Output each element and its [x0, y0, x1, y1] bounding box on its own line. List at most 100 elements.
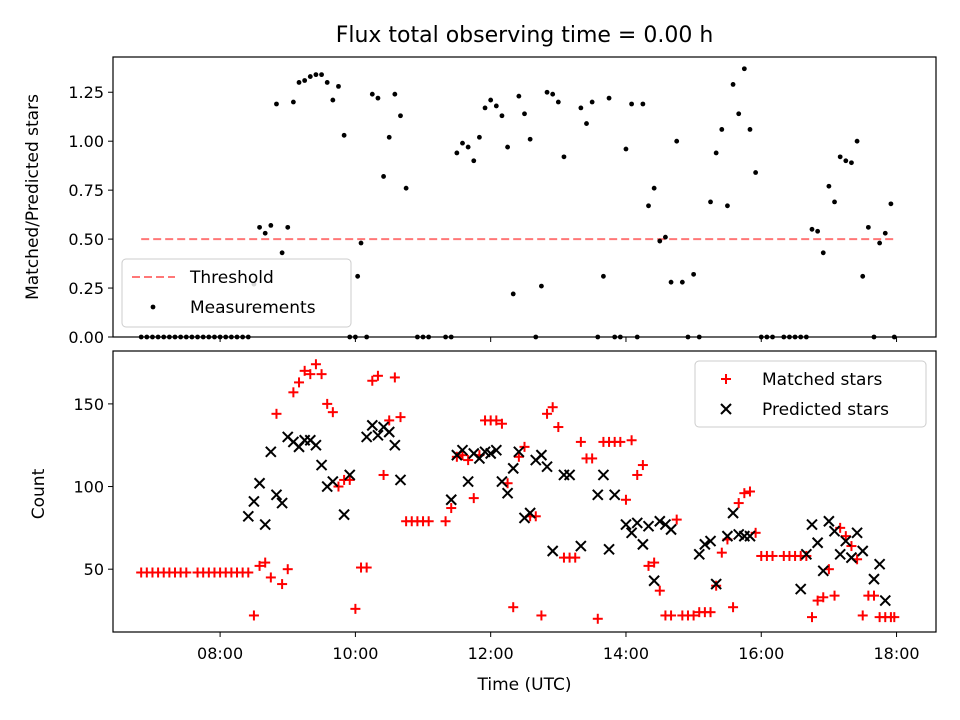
predicted-star-point: [315, 459, 328, 471]
predicted-star-point: [823, 515, 835, 527]
predicted-star-point: [795, 583, 807, 595]
measurement-point: [753, 170, 759, 175]
measurement-point: [403, 185, 409, 191]
predicted-star-point: [265, 446, 277, 458]
matched-star-point: [457, 450, 468, 461]
matched-star-point: [829, 590, 840, 601]
measurement-point: [262, 230, 268, 236]
measurement-point: [460, 140, 465, 146]
predicted-star-point: [360, 431, 373, 443]
matched-star-point: [592, 613, 603, 624]
measurement-point: [589, 99, 595, 105]
predicted-star-point: [535, 449, 548, 461]
matched-star-point: [620, 494, 631, 505]
measurement-point: [747, 127, 753, 132]
x-tick-label: 08:00: [197, 644, 243, 663]
predicted-star-point: [845, 551, 858, 564]
predicted-star-point: [727, 507, 739, 519]
matched-star-point: [716, 547, 727, 558]
measurement-point: [465, 144, 471, 150]
measurement-point: [522, 111, 527, 117]
measurement-point: [719, 127, 725, 132]
matched-star-point: [181, 567, 192, 578]
predicted-star-point: [563, 469, 576, 481]
matched-star-point: [728, 602, 739, 613]
matched-star-point: [654, 585, 665, 596]
measurement-point: [290, 99, 296, 105]
predicted-star-point: [625, 527, 638, 539]
measurement-point: [268, 222, 274, 228]
measurement-point: [832, 199, 837, 205]
x-tick-label: 10:00: [332, 644, 378, 663]
matched-star-point: [812, 595, 823, 606]
bottom-axis-ticks: 50 100 150 08:00 10:00 12:00 14:00 16:00 18:00: [73, 395, 919, 663]
measurement-point: [601, 273, 606, 279]
legend-measurements-label: Measurements: [190, 298, 316, 318]
measurement-point: [516, 93, 522, 99]
top-legend: Threshold Measurements: [121, 258, 352, 328]
legend-threshold-label: Threshold: [189, 268, 274, 288]
top-plot-frame: [112, 56, 937, 338]
matched-star-point: [423, 516, 434, 527]
matched-star-point: [643, 560, 654, 571]
predicted-stars-layer: [242, 419, 891, 607]
matched-star-point: [536, 610, 547, 621]
measurement-point: [578, 105, 584, 111]
measurement-point: [257, 224, 262, 230]
predicted-star-point: [524, 507, 536, 519]
matched-star-point: [733, 498, 744, 509]
measurement-point: [882, 230, 888, 236]
x-tick-label: 12:00: [468, 644, 514, 663]
matched-star-point: [446, 503, 457, 514]
predicted-star-point: [462, 475, 474, 488]
predicted-star-point: [496, 475, 508, 488]
matched-star-point: [248, 610, 259, 621]
measurement-point: [313, 72, 319, 78]
predicted-star-point: [857, 545, 869, 557]
measurement-point: [629, 101, 635, 107]
x-tick-label: 16:00: [738, 644, 784, 663]
predicted-star-point: [817, 565, 829, 577]
predicted-star-point: [575, 540, 587, 552]
matched-star-point: [632, 469, 643, 480]
legend-predicted-label: Predicted stars: [762, 400, 889, 420]
predicted-star-point: [608, 489, 621, 501]
matched-star-point: [688, 610, 699, 621]
matched-star-point: [440, 516, 451, 527]
x-tick-label: 18:00: [873, 644, 919, 663]
measurement-point: [510, 291, 516, 297]
predicted-star-point: [507, 462, 519, 475]
matched-star-point: [846, 541, 857, 552]
matched-star-point: [818, 592, 829, 603]
measurement-point: [674, 138, 680, 144]
measurement-point: [302, 78, 308, 83]
predicted-star-point: [710, 578, 722, 590]
measurement-point: [341, 132, 347, 138]
top-y-tick-label: 1.25: [68, 83, 104, 102]
predicted-star-point: [811, 537, 824, 549]
predicted-star-point: [806, 518, 818, 531]
measurement-point: [713, 150, 719, 156]
x-tick-label: 14:00: [603, 644, 649, 663]
matched-star-point: [801, 550, 812, 561]
predicted-star-point: [873, 558, 886, 570]
measurement-point: [493, 103, 499, 109]
matched-star-point: [767, 550, 778, 561]
predicted-star-point: [834, 548, 846, 561]
predicted-star-point: [242, 510, 254, 523]
measurement-point: [336, 83, 341, 89]
predicted-star-point: [253, 477, 266, 489]
matched-star-point: [361, 562, 372, 573]
predicted-star-point: [654, 515, 666, 527]
measurement-point: [809, 226, 815, 232]
predicted-star-point: [513, 446, 525, 458]
predicted-star-point: [490, 444, 503, 456]
predicted-star-point: [366, 419, 379, 432]
predicted-star-point: [721, 530, 734, 542]
matched-star-point: [513, 451, 524, 462]
measurement-point: [679, 279, 685, 285]
predicted-star-point: [546, 545, 559, 557]
predicted-star-point: [840, 535, 852, 547]
measurement-point: [561, 154, 567, 160]
